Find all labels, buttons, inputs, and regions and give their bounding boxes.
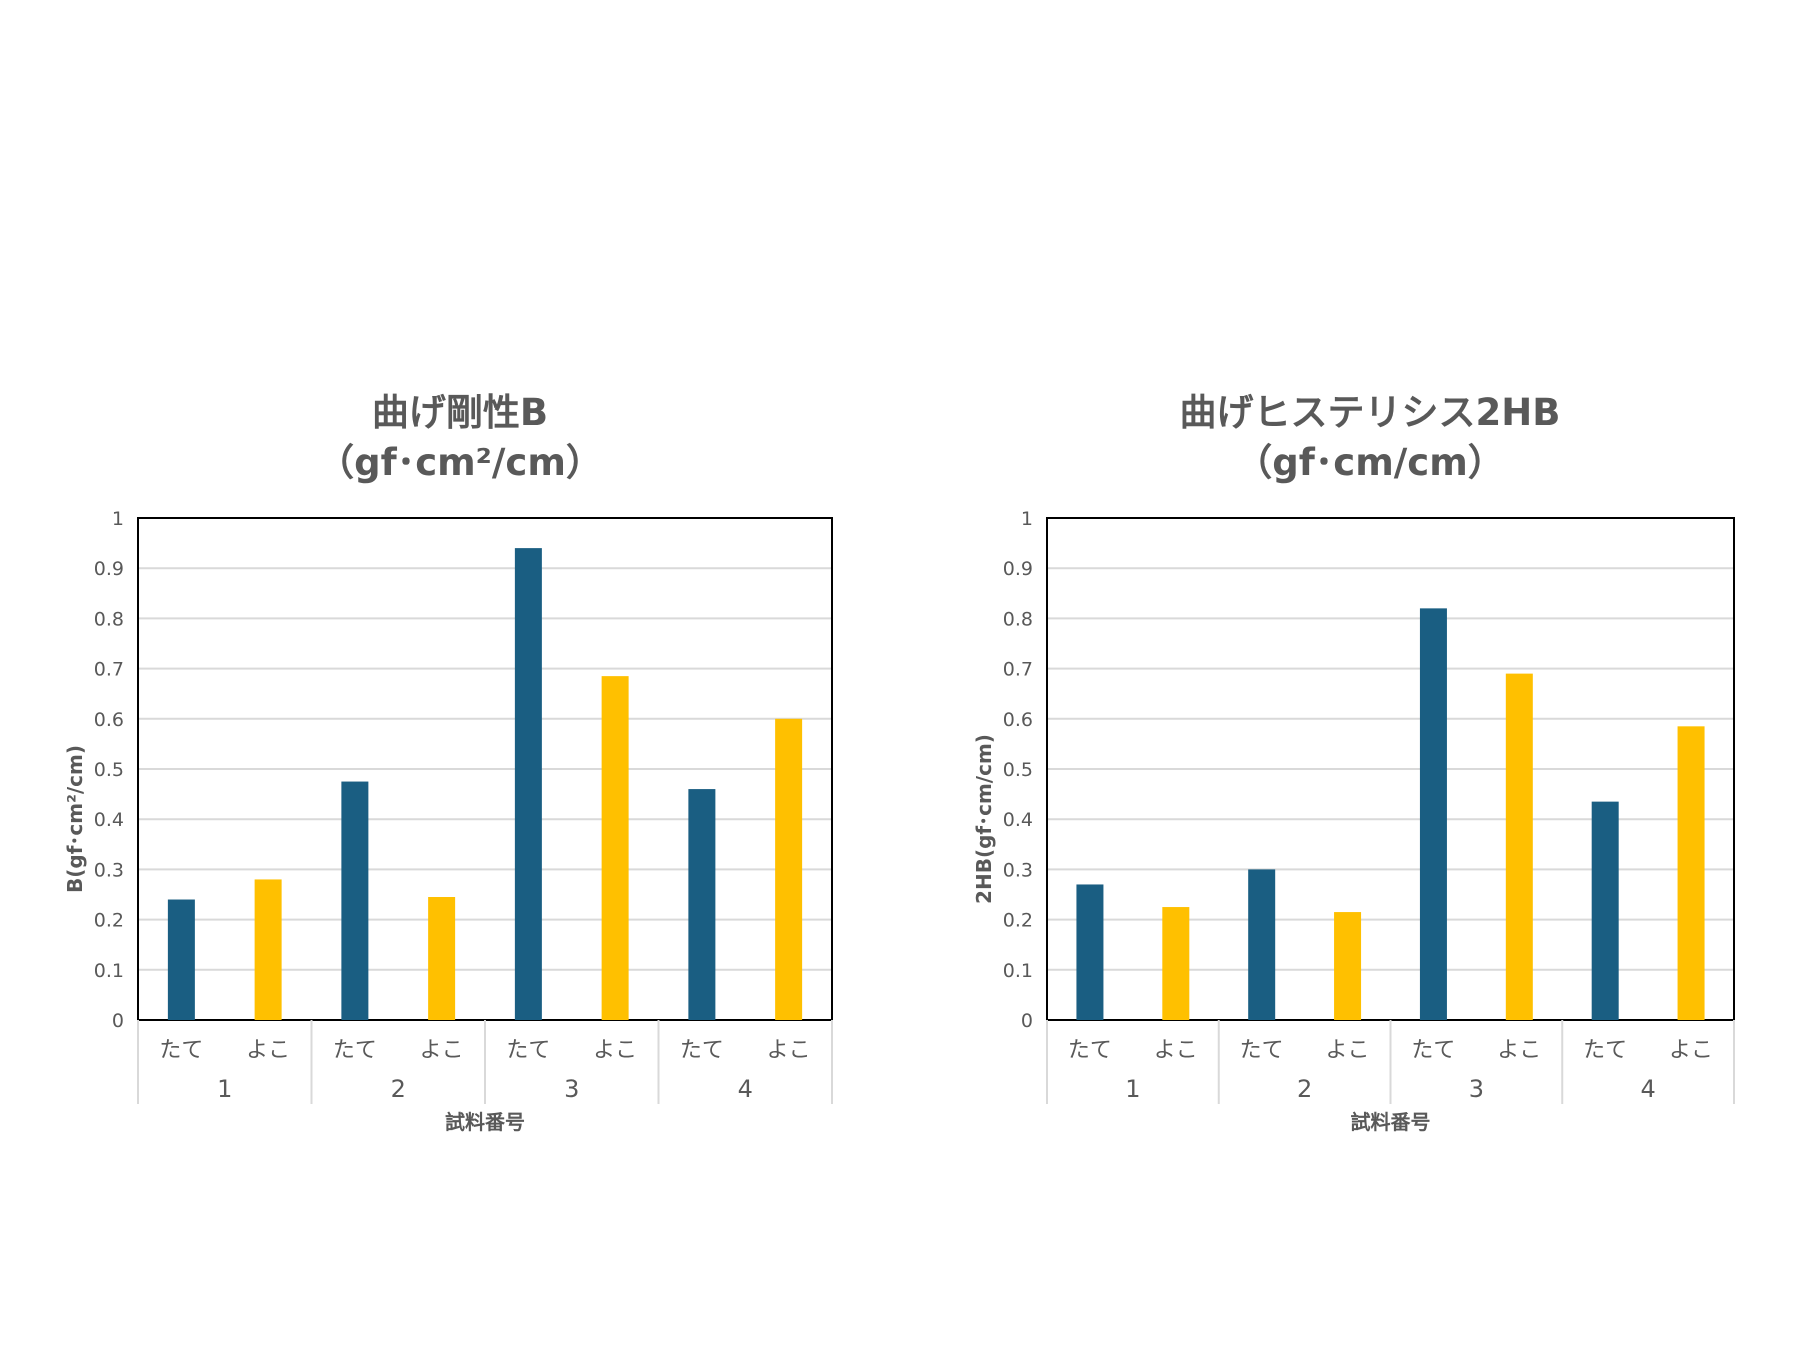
x-subcategory-label: たて bbox=[1240, 1038, 1284, 1063]
y-tick-label: 1 bbox=[1021, 508, 1033, 530]
x-group-label: 2 bbox=[1297, 1075, 1312, 1103]
bar bbox=[1419, 608, 1447, 1020]
x-subcategory-label: よこ bbox=[1669, 1038, 1713, 1063]
x-subcategory-label: たて bbox=[1411, 1038, 1455, 1063]
x-group-label: 4 bbox=[1640, 1075, 1655, 1103]
y-axis-title: 2HB(gf･cm/cm) bbox=[972, 734, 996, 904]
y-tick-label: 1 bbox=[112, 508, 124, 530]
x-subcategory-label: よこ bbox=[420, 1038, 464, 1063]
x-group-label: 2 bbox=[391, 1075, 406, 1103]
y-tick-label: 0.1 bbox=[1003, 960, 1033, 982]
chart-title-line1: 曲げヒステリシス2HB bbox=[1179, 391, 1561, 434]
x-group-label: 4 bbox=[738, 1075, 753, 1103]
y-tick-label: 0.2 bbox=[1003, 910, 1033, 932]
x-group-label: 1 bbox=[217, 1075, 232, 1103]
y-tick-label: 0 bbox=[1021, 1010, 1033, 1032]
x-subcategory-label: たて bbox=[680, 1038, 724, 1063]
y-tick-label: 0.9 bbox=[94, 558, 124, 580]
x-group-label: 3 bbox=[564, 1075, 579, 1103]
y-tick-label: 0.2 bbox=[94, 910, 124, 932]
y-tick-label: 0.8 bbox=[1003, 608, 1033, 630]
y-tick-label: 0.7 bbox=[1003, 659, 1033, 681]
bar bbox=[601, 676, 629, 1020]
bar bbox=[1076, 884, 1104, 1020]
chart-title-line2: （gf･cm²/cm） bbox=[317, 441, 603, 484]
bar bbox=[254, 879, 282, 1020]
x-subcategory-label: よこ bbox=[1326, 1038, 1370, 1063]
y-tick-label: 0.8 bbox=[94, 608, 124, 630]
bar bbox=[341, 781, 369, 1020]
bar bbox=[1248, 869, 1276, 1020]
x-subcategory-label: よこ bbox=[767, 1038, 811, 1063]
x-subcategory-label: たて bbox=[506, 1038, 550, 1063]
bar bbox=[1334, 912, 1362, 1020]
y-tick-label: 0.4 bbox=[94, 809, 124, 831]
y-tick-label: 0.6 bbox=[94, 709, 124, 731]
y-tick-label: 0.3 bbox=[1003, 859, 1033, 881]
x-subcategory-label: よこ bbox=[1154, 1038, 1198, 1063]
x-subcategory-label: よこ bbox=[593, 1038, 637, 1063]
bar bbox=[428, 897, 456, 1020]
bar bbox=[167, 899, 195, 1020]
chart-title: 曲げ剛性B （gf･cm²/cm） bbox=[30, 388, 890, 488]
x-subcategory-label: たて bbox=[333, 1038, 377, 1063]
x-axis-title: 試料番号 bbox=[445, 1110, 525, 1134]
y-tick-label: 0.3 bbox=[94, 859, 124, 881]
chart-title-line1: 曲げ剛性B bbox=[371, 391, 549, 434]
bar bbox=[1677, 726, 1705, 1020]
bar bbox=[1505, 673, 1533, 1020]
y-tick-label: 0.5 bbox=[1003, 759, 1033, 781]
x-subcategory-label: よこ bbox=[246, 1038, 290, 1063]
x-subcategory-label: よこ bbox=[1497, 1038, 1541, 1063]
y-tick-label: 0.1 bbox=[94, 960, 124, 982]
chart-title: 曲げヒステリシス2HB （gf･cm/cm） bbox=[940, 388, 1800, 488]
x-group-label: 3 bbox=[1469, 1075, 1484, 1103]
bar bbox=[688, 789, 716, 1020]
y-tick-label: 0.4 bbox=[1003, 809, 1033, 831]
bar bbox=[514, 548, 542, 1020]
bending-hysteresis-chart: 0 0.1 0.2 0.3 0.4 0.5 0.6 0.7 0.8 0.9 1 たて よこ 1 たて よこ 2 た… bbox=[940, 380, 1800, 1180]
bar bbox=[1162, 907, 1190, 1020]
x-subcategory-label: たて bbox=[1068, 1038, 1112, 1063]
bar bbox=[775, 718, 803, 1020]
x-subcategory-label: たて bbox=[159, 1038, 203, 1063]
y-tick-label: 0.6 bbox=[1003, 709, 1033, 731]
y-tick-label: 0.7 bbox=[94, 659, 124, 681]
y-tick-label: 0 bbox=[112, 1010, 124, 1032]
x-axis-title: 試料番号 bbox=[1351, 1110, 1431, 1134]
y-tick-label: 0.9 bbox=[1003, 558, 1033, 580]
y-axis-title: B(gf･cm²/cm) bbox=[63, 745, 87, 893]
chart-title-line2: （gf･cm/cm） bbox=[1235, 441, 1505, 484]
y-tick-label: 0.5 bbox=[94, 759, 124, 781]
x-group-label: 1 bbox=[1125, 1075, 1140, 1103]
bending-stiffness-chart: 0 0.1 0.2 0.3 0.4 0.5 0.6 0.7 0.8 0.9 1 たて よこ 1 たて よこ 2 た… bbox=[30, 380, 890, 1180]
x-subcategory-label: たて bbox=[1583, 1038, 1627, 1063]
bar bbox=[1591, 801, 1619, 1020]
